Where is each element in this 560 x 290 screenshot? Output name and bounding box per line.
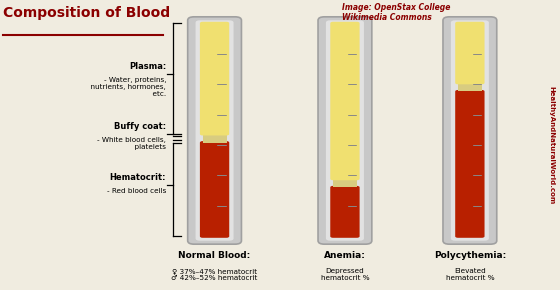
Text: Buffy coat:: Buffy coat: <box>114 122 166 131</box>
Text: Elevated
hematocrit %: Elevated hematocrit % <box>446 268 494 281</box>
FancyBboxPatch shape <box>455 22 484 84</box>
Text: - White blood cells,
  platelets: - White blood cells, platelets <box>97 137 166 150</box>
FancyBboxPatch shape <box>451 20 489 241</box>
Text: Hematocrit:: Hematocrit: <box>110 173 166 182</box>
Text: Normal Blood:: Normal Blood: <box>179 251 251 260</box>
Text: ♀ 37%–47% hematocrit
♂ 42%–52% hematocrit: ♀ 37%–47% hematocrit ♂ 42%–52% hematocri… <box>171 268 258 281</box>
FancyBboxPatch shape <box>200 141 229 238</box>
FancyBboxPatch shape <box>455 90 484 238</box>
FancyBboxPatch shape <box>318 17 372 244</box>
Text: - Water, proteins,
  nutrients, hormones,
  etc.: - Water, proteins, nutrients, hormones, … <box>86 77 166 97</box>
FancyBboxPatch shape <box>200 22 229 135</box>
FancyBboxPatch shape <box>188 17 241 244</box>
FancyBboxPatch shape <box>195 20 234 241</box>
Text: Polycythemia:: Polycythemia: <box>434 251 506 260</box>
Bar <box>458 83 482 91</box>
Text: Depressed
hematocrit %: Depressed hematocrit % <box>321 268 369 281</box>
Text: HealthyAndNaturalWorld.com: HealthyAndNaturalWorld.com <box>549 86 554 204</box>
FancyBboxPatch shape <box>330 22 360 180</box>
Text: - Red blood cells: - Red blood cells <box>107 188 166 194</box>
Text: Image: OpenStax College
Wikimedia Commons: Image: OpenStax College Wikimedia Common… <box>342 3 451 22</box>
Bar <box>203 134 226 143</box>
FancyBboxPatch shape <box>443 17 497 244</box>
Text: Anemia:: Anemia: <box>324 251 366 260</box>
Text: Composition of Blood: Composition of Blood <box>3 6 170 20</box>
Bar <box>333 179 357 187</box>
Text: Plasma:: Plasma: <box>129 62 166 71</box>
FancyBboxPatch shape <box>326 20 364 241</box>
FancyBboxPatch shape <box>330 186 360 238</box>
